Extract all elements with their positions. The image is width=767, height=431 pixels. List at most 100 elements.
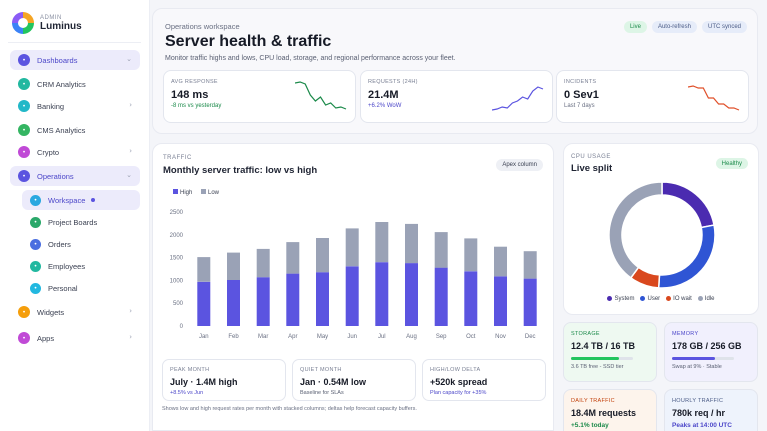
y-tick-label: 2000 xyxy=(170,233,184,239)
tile-value: 780k req / hr xyxy=(672,408,726,418)
auto-refresh-badge[interactable]: Auto-refresh xyxy=(651,21,697,33)
employees-icon: • xyxy=(30,260,41,272)
legend-label: High xyxy=(180,190,192,196)
healthy-badge: Healthy xyxy=(715,158,748,169)
bar-low-oct xyxy=(464,238,478,272)
tile-sub: Swap at 9% · Stable xyxy=(672,364,722,370)
traffic-stat-card: HIGH/LOW DELTA +520k spread Plan capacity … xyxy=(422,359,546,401)
kpi-value: 148 ms xyxy=(171,89,209,101)
tile-value: 12.4 TB / 16 TB xyxy=(571,341,636,351)
bar-low-aug xyxy=(405,223,418,264)
tile-label: DAILY TRAFFIC xyxy=(571,398,615,404)
project-boards-icon: • xyxy=(30,216,41,228)
bar-low-jul xyxy=(375,222,389,263)
bar-high-may xyxy=(316,272,329,326)
x-tick-label: May xyxy=(317,334,328,340)
sidebar-item-orders[interactable]: • Orders xyxy=(22,234,140,254)
sidebar-item-label: Personal xyxy=(48,283,78,293)
chevron-down-icon[interactable]: ⌄ xyxy=(126,55,132,63)
sidebar-item-label: Project Boards xyxy=(48,217,98,227)
kpi-label: AVG RESPONSE xyxy=(171,79,218,85)
sidebar-item-label: Operations xyxy=(37,171,74,181)
bar-high-nov xyxy=(494,276,507,326)
tile-progress-fill xyxy=(571,357,620,360)
brand-name: Luminus xyxy=(40,20,82,32)
y-tick-label: 500 xyxy=(173,301,184,307)
chevron-right-icon[interactable]: › xyxy=(129,101,132,109)
bar-high-apr xyxy=(286,273,300,326)
utc-synced-badge[interactable]: UTC synced xyxy=(701,21,747,33)
traffic-title: Monthly server traffic: low vs high xyxy=(163,165,318,176)
sidebar-item-cms-analytics[interactable]: • CMS Analytics xyxy=(10,120,140,140)
stat-label: HIGH/LOW DELTA xyxy=(430,367,481,373)
bar-high-aug xyxy=(405,263,418,326)
sidebar-item-apps[interactable]: • Apps › xyxy=(10,328,140,348)
sidebar-item-project-boards[interactable]: • Project Boards xyxy=(22,212,140,232)
sidebar-item-personal[interactable]: • Personal xyxy=(22,278,140,298)
x-tick-label: Jan xyxy=(199,334,209,340)
personal-icon: • xyxy=(30,282,41,294)
chevron-down-icon[interactable]: ⌄ xyxy=(126,171,132,179)
apex-column-button[interactable]: Apex column xyxy=(496,159,543,171)
live-badge[interactable]: Live xyxy=(623,21,647,33)
stat-tile-storage[interactable]: STORAGE 12.4 TB / 16 TB 3.6 TB free - SSD … xyxy=(563,322,657,382)
bar-high-oct xyxy=(464,271,478,326)
bar-high-feb xyxy=(227,279,240,326)
stat-value: July · 1.4M high xyxy=(170,377,238,387)
cpu-legend-item: IO wait xyxy=(666,296,692,302)
kpi-value: 0 Sev1 xyxy=(564,89,599,101)
chevron-right-icon[interactable]: › xyxy=(129,307,132,315)
sparkline-path xyxy=(688,85,740,111)
sidebar-item-employees[interactable]: • Employees xyxy=(22,256,140,276)
sidebar-item-workspace[interactable]: • Workspace xyxy=(22,190,140,210)
stat-tile-memory[interactable]: MEMORY 178 GB / 256 GB Swap at 9% · Stable xyxy=(664,322,758,382)
chevron-right-icon[interactable]: › xyxy=(129,333,132,341)
tile-sub: Peaks at 14:00 UTC xyxy=(672,422,732,429)
bar-low-jun xyxy=(345,228,359,267)
sidebar-item-label: Crypto xyxy=(37,147,60,157)
chevron-right-icon[interactable]: › xyxy=(129,147,132,155)
orders-icon: • xyxy=(30,238,41,250)
legend-dot-icon xyxy=(666,296,672,301)
kpi-card[interactable]: INCIDENTS 0 Sev1 Last 7 days xyxy=(556,70,749,123)
cpu-title: Live split xyxy=(571,163,613,174)
sidebar-item-crypto[interactable]: • Crypto › xyxy=(10,142,140,162)
traffic-bar-chart: High Low 0 500 1000 1500 2000 2500 Jan Feb Mar Apr M… xyxy=(170,189,537,340)
legend-label: Low xyxy=(208,190,220,196)
legend-dot-icon xyxy=(607,296,613,301)
dashboard-icon: • xyxy=(18,54,30,66)
tile-sub: 3.6 TB free - SSD tier xyxy=(571,364,624,370)
tile-label: MEMORY xyxy=(672,331,699,337)
sidebar-item-operations[interactable]: • Operations ⌄ xyxy=(10,166,140,186)
page-title: Server health & traffic xyxy=(165,33,332,50)
bar-high-jan xyxy=(197,281,211,326)
stat-sub: Plan capacity for +35% xyxy=(430,390,487,396)
stat-tile-hourly-traffic[interactable]: HOURLY TRAFFIC 780k req / hr Peaks at 14:0… xyxy=(664,389,758,431)
bar-high-jun xyxy=(345,266,359,326)
legend-label: User xyxy=(647,296,661,303)
sidebar-item-label: Orders xyxy=(48,239,71,249)
tile-label: STORAGE xyxy=(571,331,600,337)
widgets-icon: • xyxy=(18,306,30,318)
x-tick-label: Jun xyxy=(347,334,357,340)
bar-low-dec xyxy=(523,251,537,279)
bar-high-jul xyxy=(375,262,389,326)
sidebar-item-label: Banking xyxy=(37,101,65,111)
crypto-icon: • xyxy=(18,146,30,158)
x-tick-label: Feb xyxy=(228,334,239,340)
cpu-legend-item: User xyxy=(640,296,660,302)
crm-icon: • xyxy=(18,78,30,90)
sidebar-item-banking[interactable]: • Banking › xyxy=(10,96,140,116)
kpi-card[interactable]: REQUESTS (24H) 21.4M +6.2% WoW xyxy=(360,70,553,123)
sidebar-item-label: CMS Analytics xyxy=(37,125,86,135)
stat-tile-daily-traffic[interactable]: DAILY TRAFFIC 18.4M requests +5.1% today xyxy=(563,389,657,431)
sidebar-item-crm-analytics[interactable]: • CRM Analytics xyxy=(10,74,140,94)
kpi-card[interactable]: AVG RESPONSE 148 ms -8 ms vs yesterday xyxy=(163,70,356,123)
sidebar-item-widgets[interactable]: • Widgets › xyxy=(10,302,140,322)
brand[interactable]: ADMIN Luminus xyxy=(12,11,82,35)
sidebar-item-dashboards[interactable]: • Dashboards ⌄ xyxy=(10,50,140,70)
sidebar-item-label: Workspace xyxy=(48,195,86,205)
legend-swatch xyxy=(173,189,178,194)
stat-value: Jan · 0.54M low xyxy=(300,377,367,387)
kpi-sparkline xyxy=(492,86,544,111)
